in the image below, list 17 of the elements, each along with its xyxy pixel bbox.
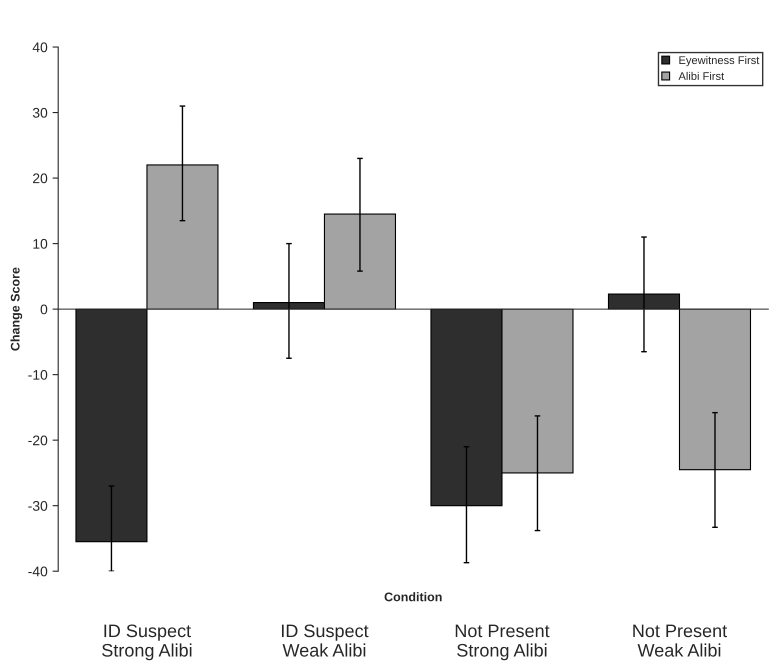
y-tick-label: -30 bbox=[28, 501, 48, 511]
x-tick-label: Not Present Weak Alibi bbox=[633, 624, 728, 657]
y-tick-label: 10 bbox=[33, 238, 48, 249]
y-tick-label: 30 bbox=[32, 108, 48, 118]
y-tick-label: -40 bbox=[28, 566, 48, 576]
legend-label: Eyewitness First bbox=[679, 56, 760, 66]
y-tick-label: 0 bbox=[40, 304, 48, 314]
y-tick-label: 20 bbox=[33, 173, 48, 184]
x-axis-title: Condition bbox=[384, 592, 442, 602]
y-axis-title: Change Score bbox=[10, 268, 22, 351]
y-tick-label: -10 bbox=[28, 370, 48, 380]
x-tick-label: Not Present Strong Alibi bbox=[456, 624, 550, 660]
y-tick-label: -20 bbox=[28, 435, 48, 446]
y-tick-label: 40 bbox=[32, 42, 48, 52]
x-tick-label: ID Suspect Weak Alibi bbox=[282, 624, 368, 657]
x-tick-label: ID Suspect Strong Alibi bbox=[102, 624, 192, 660]
legend-label: Alibi First bbox=[678, 72, 724, 80]
